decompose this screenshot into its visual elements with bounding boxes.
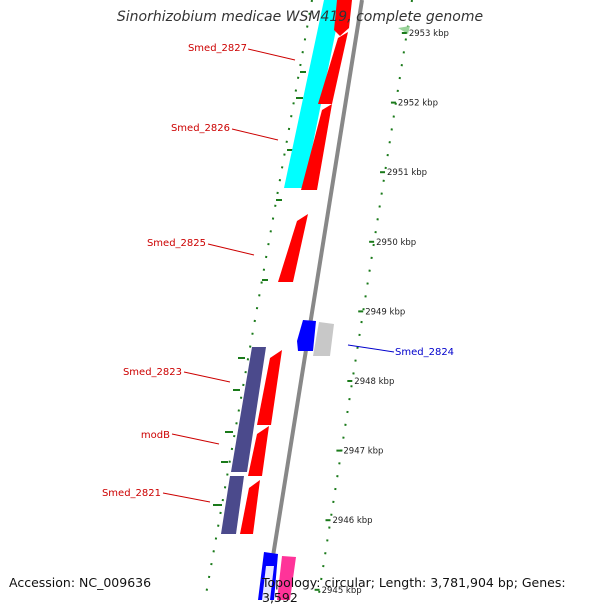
ruler-tick-label: 2951 kbp (387, 168, 427, 178)
gc-marks (213, 71, 306, 506)
gene-arrow-forward (257, 350, 282, 425)
gene-arrow-forward (278, 214, 308, 282)
gene-label[interactable]: modB (141, 430, 170, 441)
ruler-tick-label: 2949 kbp (365, 307, 405, 317)
gene-labels: Smed_2827 Smed_2826 Smed_2825 Smed_2824 … (102, 43, 454, 499)
gene-arrow-reverse (297, 320, 316, 351)
label-leaders (162, 48, 395, 503)
ruler-tick-label: 2953 kbp (409, 29, 449, 39)
cog-block-purple-1 (231, 347, 266, 472)
accession-text: Accession: NC_009636 (9, 575, 152, 590)
gene-label[interactable]: Smed_2824 (395, 347, 454, 358)
ruler: 2953 kbp 2952 kbp 2951 kbp 2950 kbp 2949 kbp… (314, 29, 449, 596)
forward-genes (240, 0, 352, 534)
cog-block-purple-2 (221, 476, 244, 534)
gene-label[interactable]: Smed_2821 (102, 488, 161, 499)
gene-arrow-forward (240, 480, 260, 534)
ruler-tick-label: 2946 kbp (333, 516, 373, 526)
cog-block-light (262, 566, 274, 600)
gene-arrow-forward (334, 0, 352, 36)
ruler-tick-label: 2950 kbp (376, 238, 416, 248)
gene-arrow-forward (318, 32, 348, 104)
ruler-tick-label: 2945 kbp (322, 586, 362, 596)
map-title: Sinorhizobium medicae WSM419, complete g… (116, 9, 484, 25)
cog-band-cyan (284, 0, 342, 188)
inner-dotted-line (204, 0, 313, 600)
cog-block-grey (313, 322, 334, 356)
topology-text: Topology: circular; Length: 3,781,904 bp… (262, 575, 566, 605)
gene-label[interactable]: Smed_2827 (188, 43, 247, 54)
gene-arrow-forward (248, 426, 269, 476)
ruler-tick-label: 2948 kbp (354, 377, 394, 387)
gc-skew-wedge (398, 26, 410, 34)
ruler-tick-label: 2952 kbp (398, 99, 438, 109)
gene-label[interactable]: Smed_2826 (171, 123, 230, 134)
gene-label[interactable]: Smed_2823 (123, 367, 182, 378)
gene-label[interactable]: Smed_2825 (147, 238, 206, 249)
gene-arrow-forward (301, 104, 332, 190)
cog-block-pink (277, 556, 296, 600)
genome-backbone (264, 0, 364, 600)
ruler-tick-label: 2947 kbp (343, 447, 383, 457)
